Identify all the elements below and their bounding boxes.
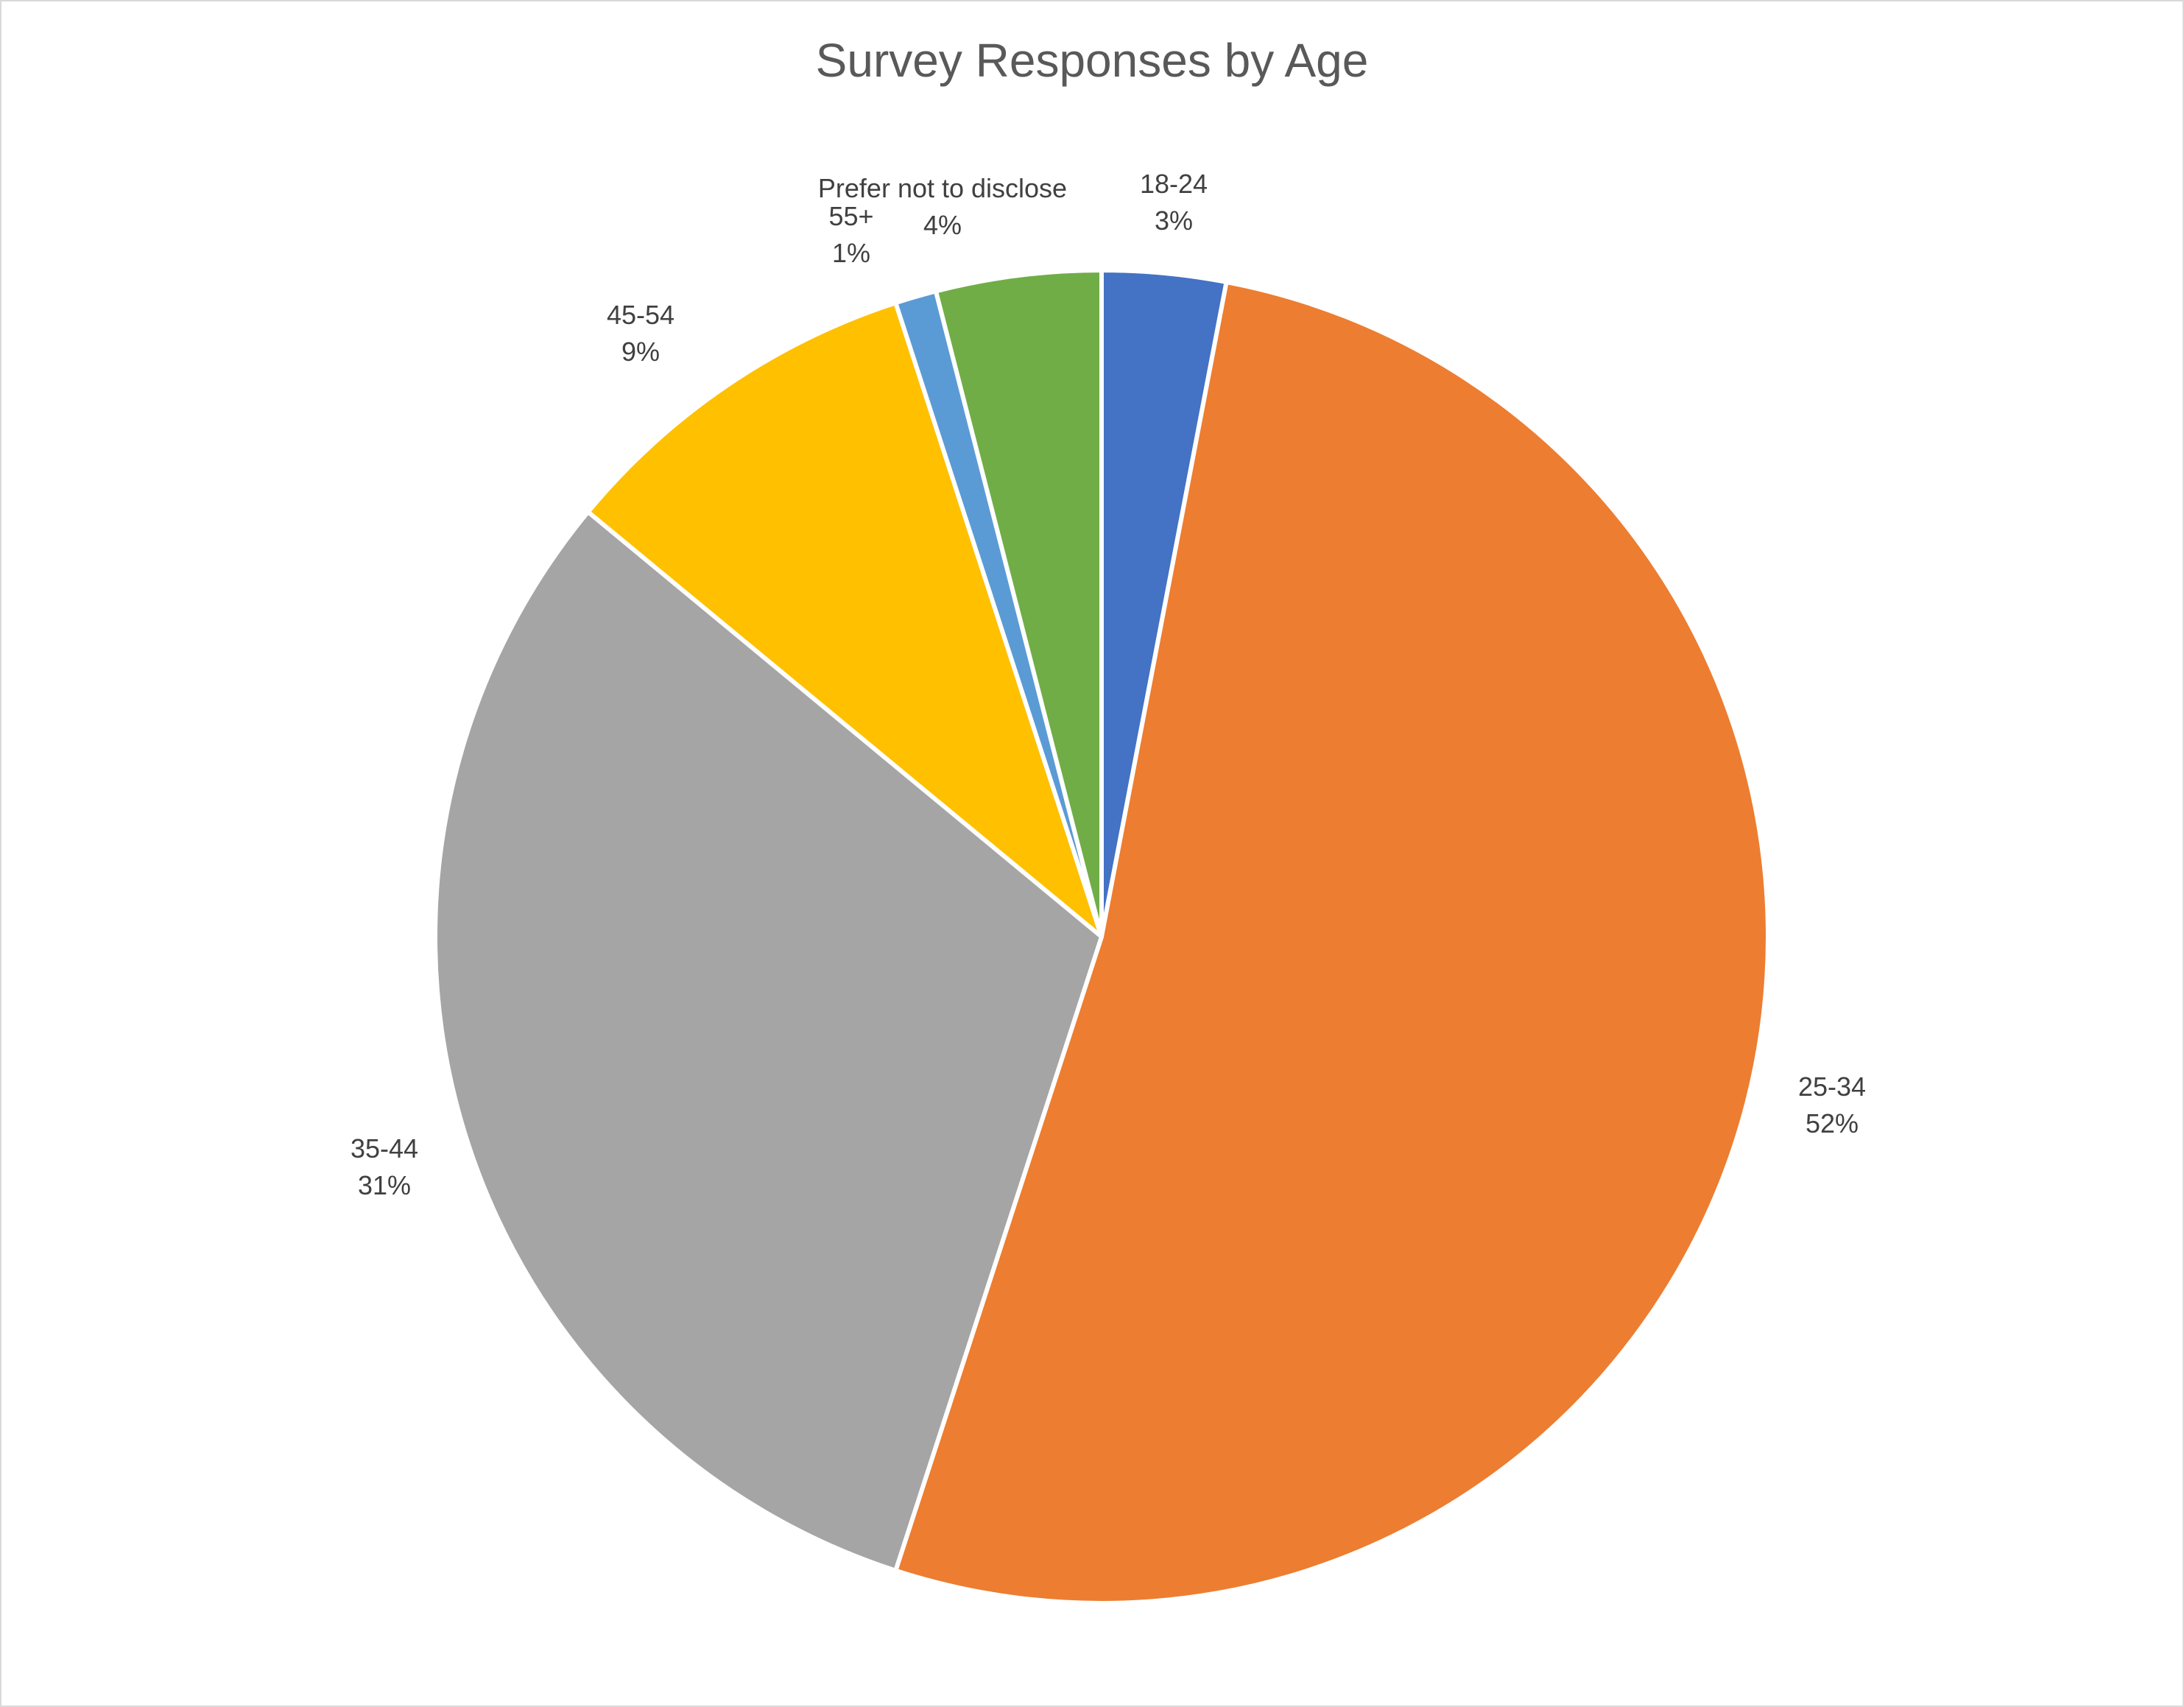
pie-slices xyxy=(433,268,1770,1605)
pie-slice-prefer-not-to-disclose xyxy=(933,268,1104,939)
data-labels: 18-24 3% 25-34 52% 35-44 31% 45-54 9% 55+ 1% Prefe… xyxy=(351,169,1866,1200)
data-label-category-25-34: 25-34 xyxy=(1798,1071,1866,1102)
pie-slice-25-34 xyxy=(893,280,1770,1605)
data-label-percent-55: 1% xyxy=(832,238,870,268)
data-label-percent-prefer-not-to-disclose: 4% xyxy=(923,210,962,240)
data-label-percent-35-44: 31% xyxy=(358,1170,411,1200)
data-label-category-prefer-not-to-disclose: Prefer not to disclose xyxy=(818,173,1067,203)
pie-slice-35-44 xyxy=(433,510,1104,1573)
data-label-category-45-54: 45-54 xyxy=(607,300,674,330)
chart-title: Survey Responses by Age xyxy=(816,34,1369,87)
data-label-percent-45-54: 9% xyxy=(621,337,660,367)
data-label-percent-25-34: 52% xyxy=(1806,1108,1859,1138)
data-label-category-55: 55+ xyxy=(828,201,873,231)
data-label-category-35-44: 35-44 xyxy=(351,1133,418,1164)
data-label-category-18-24: 18-24 xyxy=(1140,169,1208,199)
data-label-percent-18-24: 3% xyxy=(1155,205,1193,236)
pie-slice-45-54 xyxy=(585,300,1104,939)
